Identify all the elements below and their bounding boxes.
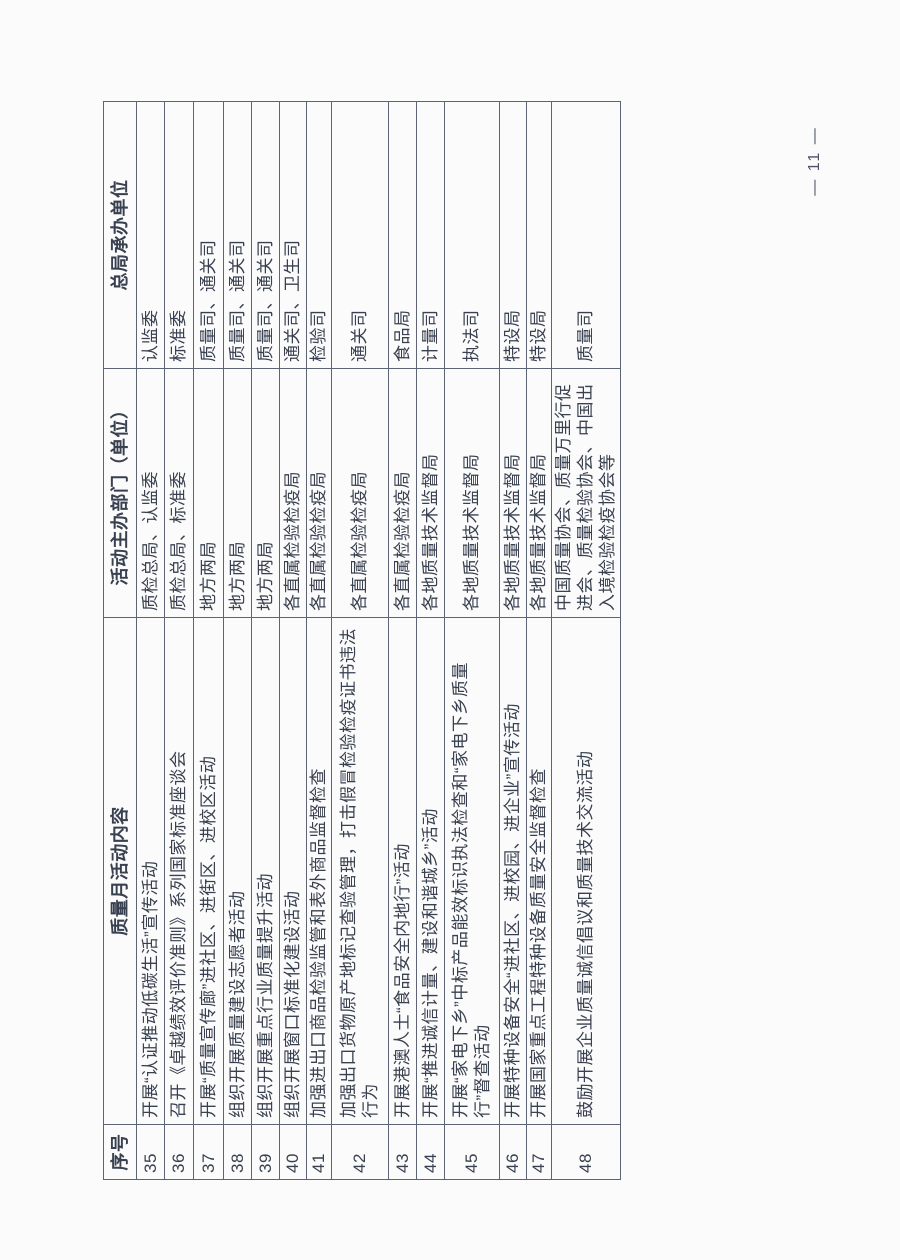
activity-content-cell: 组织开展重点行业质量提升活动 <box>251 617 280 1125</box>
page-number: — 11 — <box>806 126 823 196</box>
undertaker-cell: 质量司、通关司 <box>223 101 252 369</box>
table-row: 38 组织开展质量建设志愿者活动 地方两局 质量司、通关司 <box>223 101 252 1180</box>
serial-cell: 39 <box>251 1124 280 1180</box>
serial-cell: 41 <box>306 1124 332 1180</box>
undertaker-cell: 标准委 <box>164 101 194 369</box>
organizer-cell: 各直属检验检疫局 <box>331 368 389 618</box>
organizer-cell: 各直属检验检疫局 <box>279 368 307 618</box>
serial-cell: 35 <box>136 1124 165 1180</box>
serial-cell: 36 <box>164 1124 194 1180</box>
serial-cell: 44 <box>416 1124 445 1180</box>
activity-content-cell: 开展“推进诚信计量、建设和谐城乡”活动 <box>416 617 445 1125</box>
table-row: 46 开展特种设备安全“进社区、进校园、进企业”宣传活动 各地质量技术监督局 特设局 <box>499 101 527 1180</box>
table-row: 48 鼓励开展企业质量诚信倡议和质量技术交流活动 中国质量协会、质量万里行促进会、质… <box>551 101 621 1180</box>
serial-cell: 42 <box>331 1124 389 1180</box>
serial-cell: 40 <box>279 1124 307 1180</box>
activity-content-cell: 开展特种设备安全“进社区、进校园、进企业”宣传活动 <box>499 617 527 1125</box>
organizer-cell: 地方两局 <box>251 368 280 618</box>
page-number-area: — 11 — <box>806 118 828 204</box>
table-row: 35 开展“认证推动低碳生活”宣传活动 质检总局、认监委 认监委 <box>136 101 165 1180</box>
table-row: 39 组织开展重点行业质量提升活动 地方两局 质量司、通关司 <box>251 101 280 1180</box>
organizer-cell: 各地质量技术监督局 <box>444 368 500 618</box>
organizer-cell: 各地质量技术监督局 <box>499 368 527 618</box>
table-row: 42 加强出口货物原产地标记查验管理，打击假冒检验检疫证书违法行为 各直属检验检疫局… <box>331 101 389 1180</box>
activity-content-cell: 开展“质量宣传廊”进社区、进街区、进校区活动 <box>193 617 224 1125</box>
table-row: 41 加强进出口商品检验监管和表外商品监督检查 各直属检验检疫局 检验司 <box>306 101 332 1180</box>
table-header-row: 序号 质量月活动内容 活动主办部门（单位） 总局承办单位 <box>103 101 137 1180</box>
undertaker-cell: 食品局 <box>388 101 417 369</box>
organizer-cell: 各地质量技术监督局 <box>416 368 445 618</box>
organizer-cell: 质检总局、标准委 <box>164 368 194 618</box>
undertaker-cell: 特设局 <box>526 101 552 369</box>
activity-content-cell: 开展国家重点工程特种设备质量安全监督检查 <box>526 617 552 1125</box>
organizer-cell: 中国质量协会、质量万里行促进会、质量检验协会、中国出入境检验检疫协会等 <box>551 368 621 618</box>
table-row: 44 开展“推进诚信计量、建设和谐城乡”活动 各地质量技术监督局 计量司 <box>416 101 445 1180</box>
organizer-cell: 各地质量技术监督局 <box>526 368 552 618</box>
undertaker-cell: 特设局 <box>499 101 527 369</box>
quality-month-activity-table: 序号 质量月活动内容 活动主办部门（单位） 总局承办单位 35 开展“认证推动低碳… <box>103 101 621 1180</box>
activity-content-cell: 鼓励开展企业质量诚信倡议和质量技术交流活动 <box>551 617 621 1125</box>
undertaker-cell: 通关司 <box>331 101 389 369</box>
header-organizer: 活动主办部门（单位） <box>103 368 137 618</box>
serial-cell: 48 <box>551 1124 621 1180</box>
table-row: 43 开展港澳人士“食品安全内地行”活动 各直属检验检疫局 食品局 <box>388 101 417 1180</box>
rotated-table-area: 序号 质量月活动内容 活动主办部门（单位） 总局承办单位 35 开展“认证推动低碳… <box>103 101 621 1180</box>
undertaker-cell: 质量司、通关司 <box>193 101 224 369</box>
activity-content-cell: 开展“认证推动低碳生活”宣传活动 <box>136 617 165 1125</box>
table-row: 47 开展国家重点工程特种设备质量安全监督检查 各地质量技术监督局 特设局 <box>526 101 552 1180</box>
undertaker-cell: 检验司 <box>306 101 332 369</box>
header-undertaker: 总局承办单位 <box>103 101 137 369</box>
table-row: 40 组织开展窗口标准化建设活动 各直属检验检疫局 通关司、卫生司 <box>279 101 307 1180</box>
activity-content-cell: 组织开展质量建设志愿者活动 <box>223 617 252 1125</box>
activity-content-cell: 加强出口货物原产地标记查验管理，打击假冒检验检疫证书违法行为 <box>331 617 389 1125</box>
activity-content-cell: 开展“家电下乡”中标产品能效标识执法检查和“家电下乡质量行”督查活动 <box>444 617 500 1125</box>
serial-cell: 38 <box>223 1124 252 1180</box>
activity-content-cell: 召开《卓越绩效评价准则》系列国家标准座谈会 <box>164 617 194 1125</box>
organizer-cell: 各直属检验检疫局 <box>306 368 332 618</box>
activity-content-cell: 加强进出口商品检验监管和表外商品监督检查 <box>306 617 332 1125</box>
header-activity-content: 质量月活动内容 <box>103 617 137 1125</box>
serial-cell: 47 <box>526 1124 552 1180</box>
header-serial: 序号 <box>103 1124 137 1180</box>
table-row: 37 开展“质量宣传廊”进社区、进街区、进校区活动 地方两局 质量司、通关司 <box>193 101 224 1180</box>
undertaker-cell: 认监委 <box>136 101 165 369</box>
undertaker-cell: 质量司 <box>551 101 621 369</box>
undertaker-cell: 通关司、卫生司 <box>279 101 307 369</box>
undertaker-cell: 执法司 <box>444 101 500 369</box>
organizer-cell: 地方两局 <box>193 368 224 618</box>
organizer-cell: 各直属检验检疫局 <box>388 368 417 618</box>
serial-cell: 45 <box>444 1124 500 1180</box>
undertaker-cell: 计量司 <box>416 101 445 369</box>
activity-table-body: 35 开展“认证推动低碳生活”宣传活动 质检总局、认监委 认监委 36 召开《卓越绩效评价… <box>136 101 621 1180</box>
organizer-cell: 质检总局、认监委 <box>136 368 165 618</box>
organizer-cell: 地方两局 <box>223 368 252 618</box>
serial-cell: 46 <box>499 1124 527 1180</box>
activity-content-cell: 开展港澳人士“食品安全内地行”活动 <box>388 617 417 1125</box>
undertaker-cell: 质量司、通关司 <box>251 101 280 369</box>
serial-cell: 37 <box>193 1124 224 1180</box>
activity-content-cell: 组织开展窗口标准化建设活动 <box>279 617 307 1125</box>
serial-cell: 43 <box>388 1124 417 1180</box>
table-row: 45 开展“家电下乡”中标产品能效标识执法检查和“家电下乡质量行”督查活动 各地质量… <box>444 101 500 1180</box>
table-row: 36 召开《卓越绩效评价准则》系列国家标准座谈会 质检总局、标准委 标准委 <box>164 101 194 1180</box>
